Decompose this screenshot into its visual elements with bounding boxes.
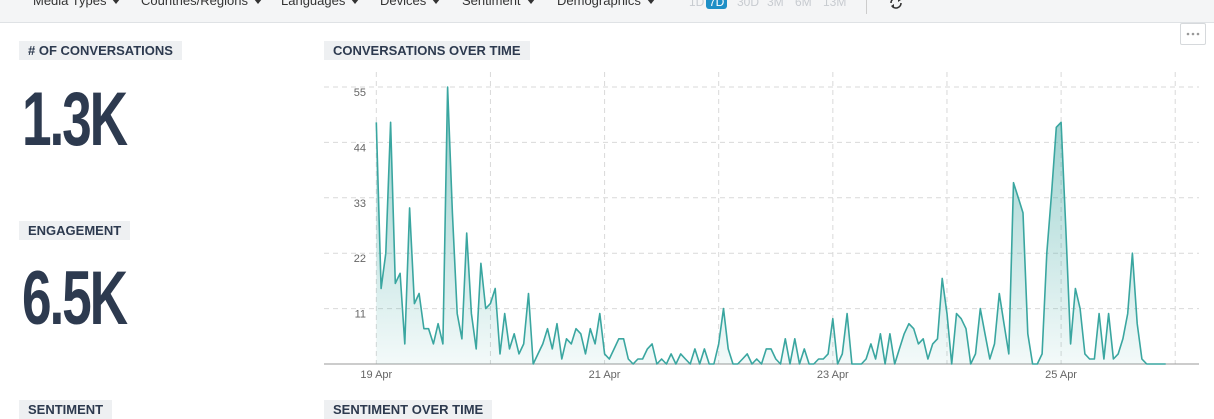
more-button[interactable]: [1180, 23, 1206, 45]
metric-label: # OF CONVERSATIONS: [19, 41, 182, 60]
chart-title: CONVERSATIONS OVER TIME: [324, 41, 530, 60]
range-button[interactable]: 1D: [689, 0, 705, 9]
x-tick-label: 19 Apr: [360, 369, 392, 381]
chart: 11 22 33 44 55 19 Apr 21 Apr 23 Apr 25 Apr: [324, 72, 1199, 381]
chart-title: SENTIMENT OVER TIME: [324, 400, 493, 419]
x-tick-label: 21 Apr: [589, 369, 621, 381]
filter-dropdown[interactable]: Demographics: [557, 0, 655, 8]
filter-dropdown[interactable]: Media Types: [33, 0, 120, 8]
toolbar: Media Types Countries/Regions Languages Dev…: [0, 0, 1214, 23]
filter-dropdown[interactable]: Countries/Regions: [141, 0, 262, 8]
metric-value: 6.5K: [22, 256, 128, 341]
filter-dropdown[interactable]: Languages: [281, 0, 359, 8]
metric-value: 1.3K: [22, 77, 128, 162]
x-tick-label: 23 Apr: [817, 369, 849, 381]
filter-dropdown[interactable]: Sentiment: [462, 0, 535, 8]
more-icon: [1186, 32, 1200, 36]
y-tick-label: 22: [354, 253, 366, 265]
separator: [866, 0, 867, 14]
y-tick-label: 44: [354, 142, 366, 154]
refresh-icon[interactable]: [888, 0, 904, 10]
section-label: SENTIMENT: [19, 400, 113, 419]
filter-dropdown[interactable]: Devices: [380, 0, 440, 8]
range-button[interactable]: 7D: [706, 0, 728, 9]
area-fill: [376, 87, 1166, 364]
range-button[interactable]: 13M: [823, 0, 847, 9]
range-button[interactable]: 3M: [767, 0, 784, 9]
range-button[interactable]: 30D: [737, 0, 760, 9]
x-tick-label: 25 Apr: [1045, 369, 1077, 381]
y-tick-label: 11: [355, 309, 366, 321]
range-button[interactable]: 6M: [795, 0, 812, 9]
metric-label: ENGAGEMENT: [19, 221, 131, 240]
y-tick-label: 55: [354, 87, 366, 99]
y-tick-label: 33: [354, 198, 366, 210]
line: [375, 86, 1166, 365]
